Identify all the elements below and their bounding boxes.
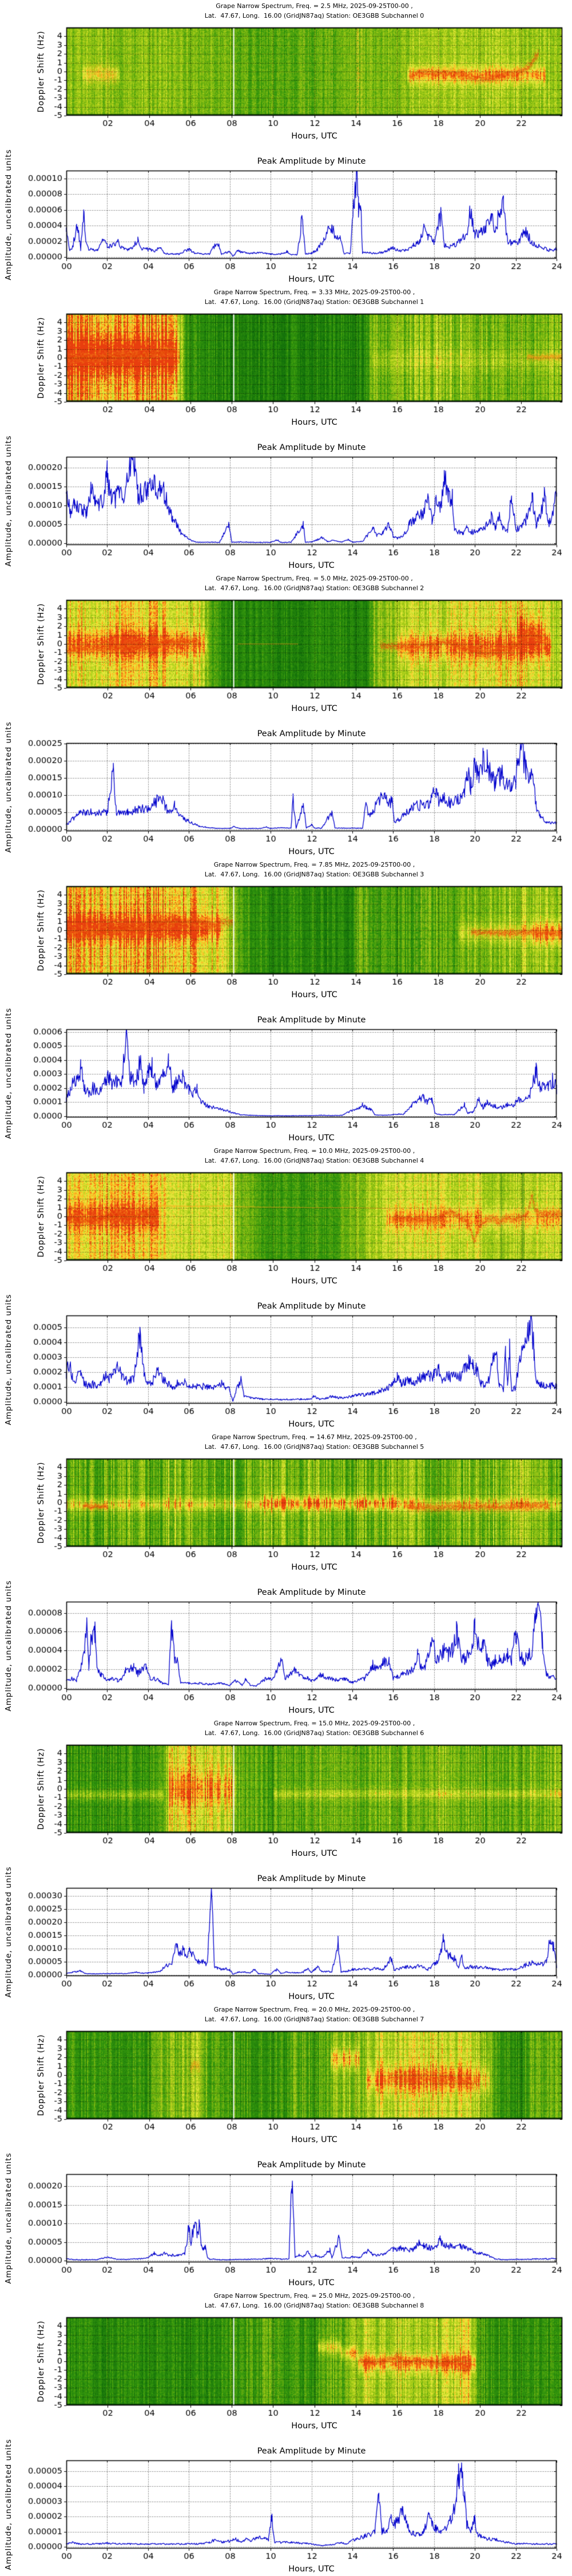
spectrogram-plot-canvas	[0, 286, 572, 429]
amplitude-figure-subchannel-6: Peak Amplitude by Minute Amplitude, uncal…	[0, 1860, 572, 2004]
doppler-axis-label: Doppler Shift (Hz)	[37, 2320, 46, 2403]
spectrogram-plot-canvas	[0, 572, 572, 716]
spectrogram-figure-subchannel-1: Grape Narrow Spectrum, Freq. = 3.33 MHz,…	[0, 286, 572, 429]
spectrogram-plot-canvas	[0, 0, 572, 143]
spectrogram-plot-canvas	[0, 1145, 572, 1288]
hours-axis-label: Hours, UTC	[291, 2421, 337, 2431]
spectrogram-title-line2: Lat. 47.67, Long. 16.00 (GridJN87aq) Sta…	[204, 2302, 424, 2309]
amplitude-axis-label: Amplitude, uncalibrated units	[4, 1580, 13, 1712]
amplitude-axis-label: Amplitude, uncalibrated units	[4, 149, 13, 280]
doppler-axis-label: Doppler Shift (Hz)	[37, 317, 46, 399]
amplitude-axis-label: Amplitude, uncalibrated units	[4, 1294, 13, 1425]
doppler-axis-label: Doppler Shift (Hz)	[37, 889, 46, 971]
spectrogram-title-line1: Grape Narrow Spectrum, Freq. = 7.85 MHz,…	[213, 861, 415, 868]
spectrogram-title-line2: Lat. 47.67, Long. 16.00 (GridJN87aq) Sta…	[204, 1443, 424, 1451]
spectrogram-title-line1: Grape Narrow Spectrum, Freq. = 25.0 MHz,…	[213, 2292, 415, 2300]
spectrogram-plot-canvas	[0, 1431, 572, 1574]
amplitude-plot-canvas	[0, 1288, 572, 1431]
doppler-axis-label: Doppler Shift (Hz)	[37, 603, 46, 685]
doppler-axis-label: Doppler Shift (Hz)	[37, 1461, 46, 1544]
amplitude-figure-subchannel-4: Peak Amplitude by Minute Amplitude, uncal…	[0, 1288, 572, 1431]
amplitude-title: Peak Amplitude by Minute	[257, 443, 366, 452]
hours-axis-label: Hours, UTC	[291, 1849, 337, 1858]
amplitude-title: Peak Amplitude by Minute	[257, 1016, 366, 1025]
spectrogram-title-line2: Lat. 47.67, Long. 16.00 (GridJN87aq) Sta…	[204, 871, 424, 878]
hours-axis-label: Hours, UTC	[291, 2135, 337, 2144]
spectrogram-title-line1: Grape Narrow Spectrum, Freq. = 3.33 MHz,…	[213, 289, 415, 296]
amplitude-plot-canvas	[0, 2433, 572, 2576]
spectrogram-title-line1: Grape Narrow Spectrum, Freq. = 2.5 MHz, …	[216, 2, 413, 10]
spectrogram-figure-subchannel-2: Grape Narrow Spectrum, Freq. = 5.0 MHz, …	[0, 572, 572, 716]
doppler-axis-label: Doppler Shift (Hz)	[37, 1748, 46, 1830]
spectrogram-title-line1: Grape Narrow Spectrum, Freq. = 15.0 MHz,…	[213, 1720, 415, 1727]
hours-axis-label: Hours, UTC	[288, 2565, 335, 2574]
spectrogram-plot-canvas	[0, 2290, 572, 2433]
amplitude-plot-canvas	[0, 2147, 572, 2290]
amplitude-plot-canvas	[0, 429, 572, 572]
spectrogram-figure-subchannel-0: Grape Narrow Spectrum, Freq. = 2.5 MHz, …	[0, 0, 572, 143]
hours-axis-label: Hours, UTC	[288, 2278, 335, 2287]
amplitude-axis-label: Amplitude, uncalibrated units	[4, 1866, 13, 1998]
amplitude-title: Peak Amplitude by Minute	[257, 1302, 366, 1311]
spectrogram-figure-subchannel-5: Grape Narrow Spectrum, Freq. = 14.67 MHz…	[0, 1431, 572, 1574]
amplitude-axis-label: Amplitude, uncalibrated units	[4, 721, 13, 853]
hours-axis-label: Hours, UTC	[288, 1706, 335, 1715]
hours-axis-label: Hours, UTC	[288, 847, 335, 856]
amplitude-title: Peak Amplitude by Minute	[257, 1588, 366, 1597]
amplitude-axis-label: Amplitude, uncalibrated units	[4, 435, 13, 567]
spectrogram-plot-canvas	[0, 1717, 572, 1860]
hours-axis-label: Hours, UTC	[291, 1277, 337, 1286]
hours-axis-label: Hours, UTC	[288, 1133, 335, 1143]
hours-axis-label: Hours, UTC	[288, 1420, 335, 1429]
spectrogram-title-line1: Grape Narrow Spectrum, Freq. = 5.0 MHz, …	[216, 575, 413, 582]
spectrogram-title-line2: Lat. 47.67, Long. 16.00 (GridJN87aq) Sta…	[204, 1157, 424, 1164]
amplitude-figure-subchannel-8: Peak Amplitude by Minute Amplitude, uncal…	[0, 2433, 572, 2576]
spectrogram-title-line1: Grape Narrow Spectrum, Freq. = 10.0 MHz,…	[213, 1147, 415, 1155]
hours-axis-label: Hours, UTC	[291, 1563, 337, 1572]
hours-axis-label: Hours, UTC	[288, 561, 335, 570]
spectrogram-title-line1: Grape Narrow Spectrum, Freq. = 20.0 MHz,…	[213, 2006, 415, 2013]
spectrogram-title-line2: Lat. 47.67, Long. 16.00 (GridJN87aq) Sta…	[204, 2016, 424, 2023]
amplitude-title: Peak Amplitude by Minute	[257, 729, 366, 738]
amplitude-figure-subchannel-5: Peak Amplitude by Minute Amplitude, uncal…	[0, 1574, 572, 1717]
amplitude-plot-canvas	[0, 716, 572, 859]
amplitude-title: Peak Amplitude by Minute	[257, 2447, 366, 2456]
amplitude-figure-subchannel-7: Peak Amplitude by Minute Amplitude, uncal…	[0, 2147, 572, 2290]
hours-axis-label: Hours, UTC	[291, 704, 337, 713]
spectrogram-figure-subchannel-3: Grape Narrow Spectrum, Freq. = 7.85 MHz,…	[0, 859, 572, 1002]
spectrogram-figure-subchannel-4: Grape Narrow Spectrum, Freq. = 10.0 MHz,…	[0, 1145, 572, 1288]
amplitude-plot-canvas	[0, 143, 572, 286]
amplitude-title: Peak Amplitude by Minute	[257, 157, 366, 166]
spectrogram-plot-canvas	[0, 859, 572, 1002]
spectrogram-figure-subchannel-8: Grape Narrow Spectrum, Freq. = 25.0 MHz,…	[0, 2290, 572, 2433]
amplitude-figure-subchannel-2: Peak Amplitude by Minute Amplitude, uncal…	[0, 716, 572, 859]
amplitude-plot-canvas	[0, 1860, 572, 2004]
amplitude-plot-canvas	[0, 1002, 572, 1145]
spectrogram-title-line2: Lat. 47.67, Long. 16.00 (GridJN87aq) Sta…	[204, 584, 424, 592]
amplitude-axis-label: Amplitude, uncalibrated units	[4, 2152, 13, 2284]
doppler-axis-label: Doppler Shift (Hz)	[37, 1175, 46, 1258]
spectrogram-title-line2: Lat. 47.67, Long. 16.00 (GridJN87aq) Sta…	[204, 298, 424, 306]
hours-axis-label: Hours, UTC	[288, 275, 335, 284]
hours-axis-label: Hours, UTC	[291, 418, 337, 427]
spectrogram-title-line2: Lat. 47.67, Long. 16.00 (GridJN87aq) Sta…	[204, 12, 424, 19]
amplitude-plot-canvas	[0, 1574, 572, 1717]
spectrogram-plot-canvas	[0, 2004, 572, 2147]
amplitude-title: Peak Amplitude by Minute	[257, 2160, 366, 2170]
doppler-axis-label: Doppler Shift (Hz)	[37, 2034, 46, 2116]
amplitude-axis-label: Amplitude, uncalibrated units	[4, 2439, 13, 2570]
amplitude-figure-subchannel-0: Peak Amplitude by Minute Amplitude, uncal…	[0, 143, 572, 286]
spectrogram-figure-subchannel-7: Grape Narrow Spectrum, Freq. = 20.0 MHz,…	[0, 2004, 572, 2147]
doppler-axis-label: Doppler Shift (Hz)	[37, 30, 46, 113]
amplitude-title: Peak Amplitude by Minute	[257, 1874, 366, 1883]
hours-axis-label: Hours, UTC	[291, 990, 337, 999]
spectrogram-title-line1: Grape Narrow Spectrum, Freq. = 14.67 MHz…	[212, 1433, 417, 1441]
amplitude-figure-subchannel-1: Peak Amplitude by Minute Amplitude, uncal…	[0, 429, 572, 572]
spectrogram-title-line2: Lat. 47.67, Long. 16.00 (GridJN87aq) Sta…	[204, 1729, 424, 1737]
amplitude-figure-subchannel-3: Peak Amplitude by Minute Amplitude, uncal…	[0, 1002, 572, 1145]
spectrogram-figure-subchannel-6: Grape Narrow Spectrum, Freq. = 15.0 MHz,…	[0, 1717, 572, 1860]
hours-axis-label: Hours, UTC	[288, 1992, 335, 2001]
hours-axis-label: Hours, UTC	[291, 132, 337, 141]
amplitude-axis-label: Amplitude, uncalibrated units	[4, 1008, 13, 1139]
